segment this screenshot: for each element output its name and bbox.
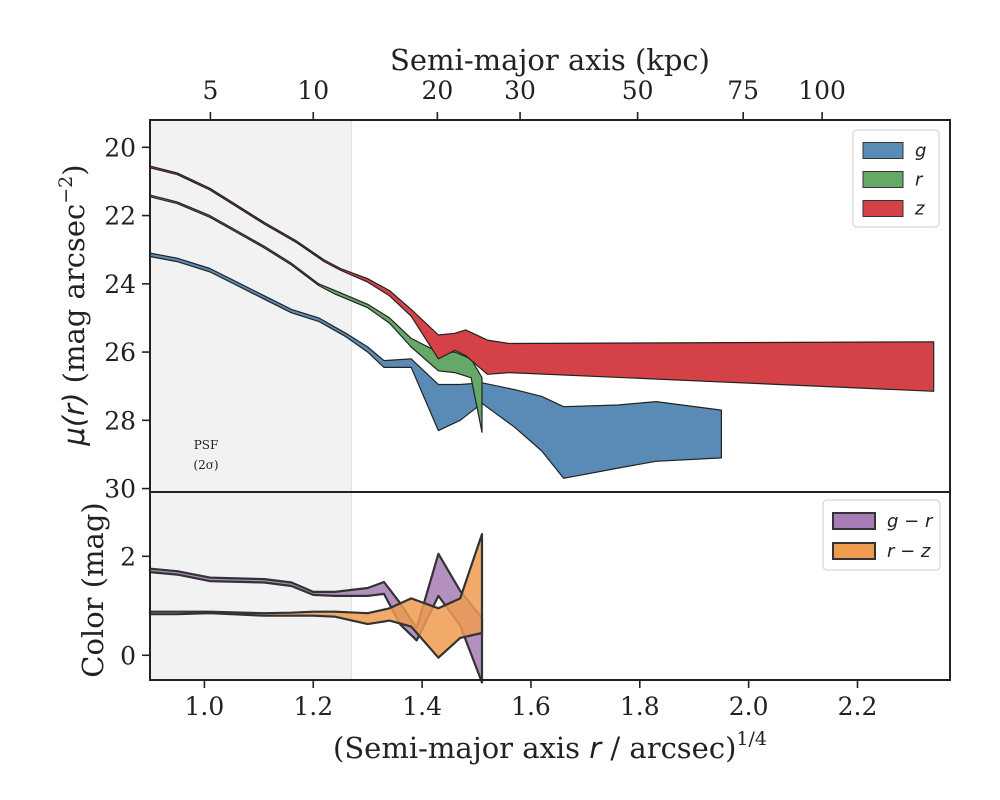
bottom-x-tick-label: 1.6 [511, 692, 551, 721]
bottom-legend: g − r r − z [822, 499, 941, 571]
bottom-x-tick-label: 1.0 [185, 692, 225, 721]
x-axis-title-variable: r [589, 731, 603, 765]
legend-swatch-r-z [832, 542, 876, 560]
bottom-y-axis-title: Color (mag) [76, 502, 110, 677]
psf-shaded-region-color [149, 491, 352, 681]
color-bands [148, 532, 484, 684]
surface-brightness-panel: 20 22 24 26 28 30 5 10 20 30 50 75 100 grz PSF (2σ) [104, 76, 951, 504]
top-x-tick-label: 30 [504, 76, 536, 105]
color-panel: 02 1.0 1.2 1.4 1.6 1.8 2.0 2.2 g − rr − z [120, 491, 951, 721]
top-y-axis-title-exponent: −2 [55, 176, 77, 204]
top-y-axis-title-variable: μ(r) [57, 393, 91, 447]
surface-brightness-bands [149, 165, 935, 479]
top-legend: grz [852, 129, 940, 228]
top-x-tick-label: 75 [727, 76, 759, 105]
x-axis-title-exponent: 1/4 [736, 728, 767, 750]
top-x-tick-label: 10 [297, 76, 329, 105]
psf-sigma-label: (2σ) [193, 458, 218, 472]
bottom-x-tick-label: 2.2 [838, 692, 878, 721]
bottom-y-tick-label: 2 [120, 542, 136, 571]
legend-swatch-z [862, 200, 904, 217]
legend-label-g: g [915, 141, 926, 162]
top-y-tick-label: 26 [104, 338, 136, 367]
top-y-axis-title-close: ) [57, 164, 91, 175]
top-x-tick-label: 20 [421, 76, 453, 105]
band-g [149, 252, 723, 479]
legend-swatch-g [862, 142, 904, 159]
top-y-tick-label: 24 [104, 270, 136, 299]
top-y-axis-title-units: (mag arcsec [57, 204, 91, 393]
top-y-axis-ticks: 20 22 24 26 28 30 [104, 133, 150, 504]
band-r-z [148, 532, 484, 659]
bottom-y-tick-label: 0 [120, 641, 136, 670]
legend-label-r-z: r − z [887, 541, 931, 562]
top-y-tick-label: 22 [104, 202, 136, 231]
top-y-tick-label: 30 [104, 475, 136, 504]
band-g-r [148, 552, 484, 684]
psf-shaded-region [149, 119, 352, 493]
bottom-x-tick-label: 1.4 [402, 692, 442, 721]
top-y-axis-title: μ(r) (mag arcsec−2) [55, 164, 91, 446]
legend-swatch-r [862, 171, 904, 188]
legend-label-z: z [914, 199, 925, 220]
bottom-y-axis-ticks: 02 [120, 542, 150, 670]
band-z [149, 165, 935, 392]
bottom-x-tick-label: 1.8 [620, 692, 660, 721]
legend-label-g-r: g − r [887, 511, 934, 532]
x-axis-title-units: / arcsec) [601, 731, 736, 765]
top-x-tick-label: 50 [622, 76, 654, 105]
top-axis-title: Semi-major axis (kpc) [390, 43, 710, 77]
top-secondary-x-axis-ticks: 5 10 20 30 50 75 100 [202, 76, 846, 120]
top-x-tick-label: 100 [798, 76, 846, 105]
bottom-x-axis-ticks: 1.0 1.2 1.4 1.6 1.8 2.0 2.2 [185, 680, 878, 721]
legend-swatch-g-r [832, 512, 876, 530]
x-axis-title: (Semi-major axis r / arcsec)1/4 [333, 728, 767, 765]
top-y-tick-label: 28 [104, 406, 136, 435]
psf-label: PSF [194, 438, 219, 452]
bottom-x-tick-label: 1.2 [293, 692, 333, 721]
top-y-tick-label: 20 [104, 133, 136, 162]
bottom-panel-frame [149, 491, 951, 681]
band-r [149, 194, 483, 433]
x-axis-title-text: (Semi-major axis [333, 731, 589, 765]
legend-label-r: r [915, 170, 924, 191]
bottom-x-tick-label: 2.0 [729, 692, 769, 721]
top-x-tick-label: 5 [202, 76, 218, 105]
